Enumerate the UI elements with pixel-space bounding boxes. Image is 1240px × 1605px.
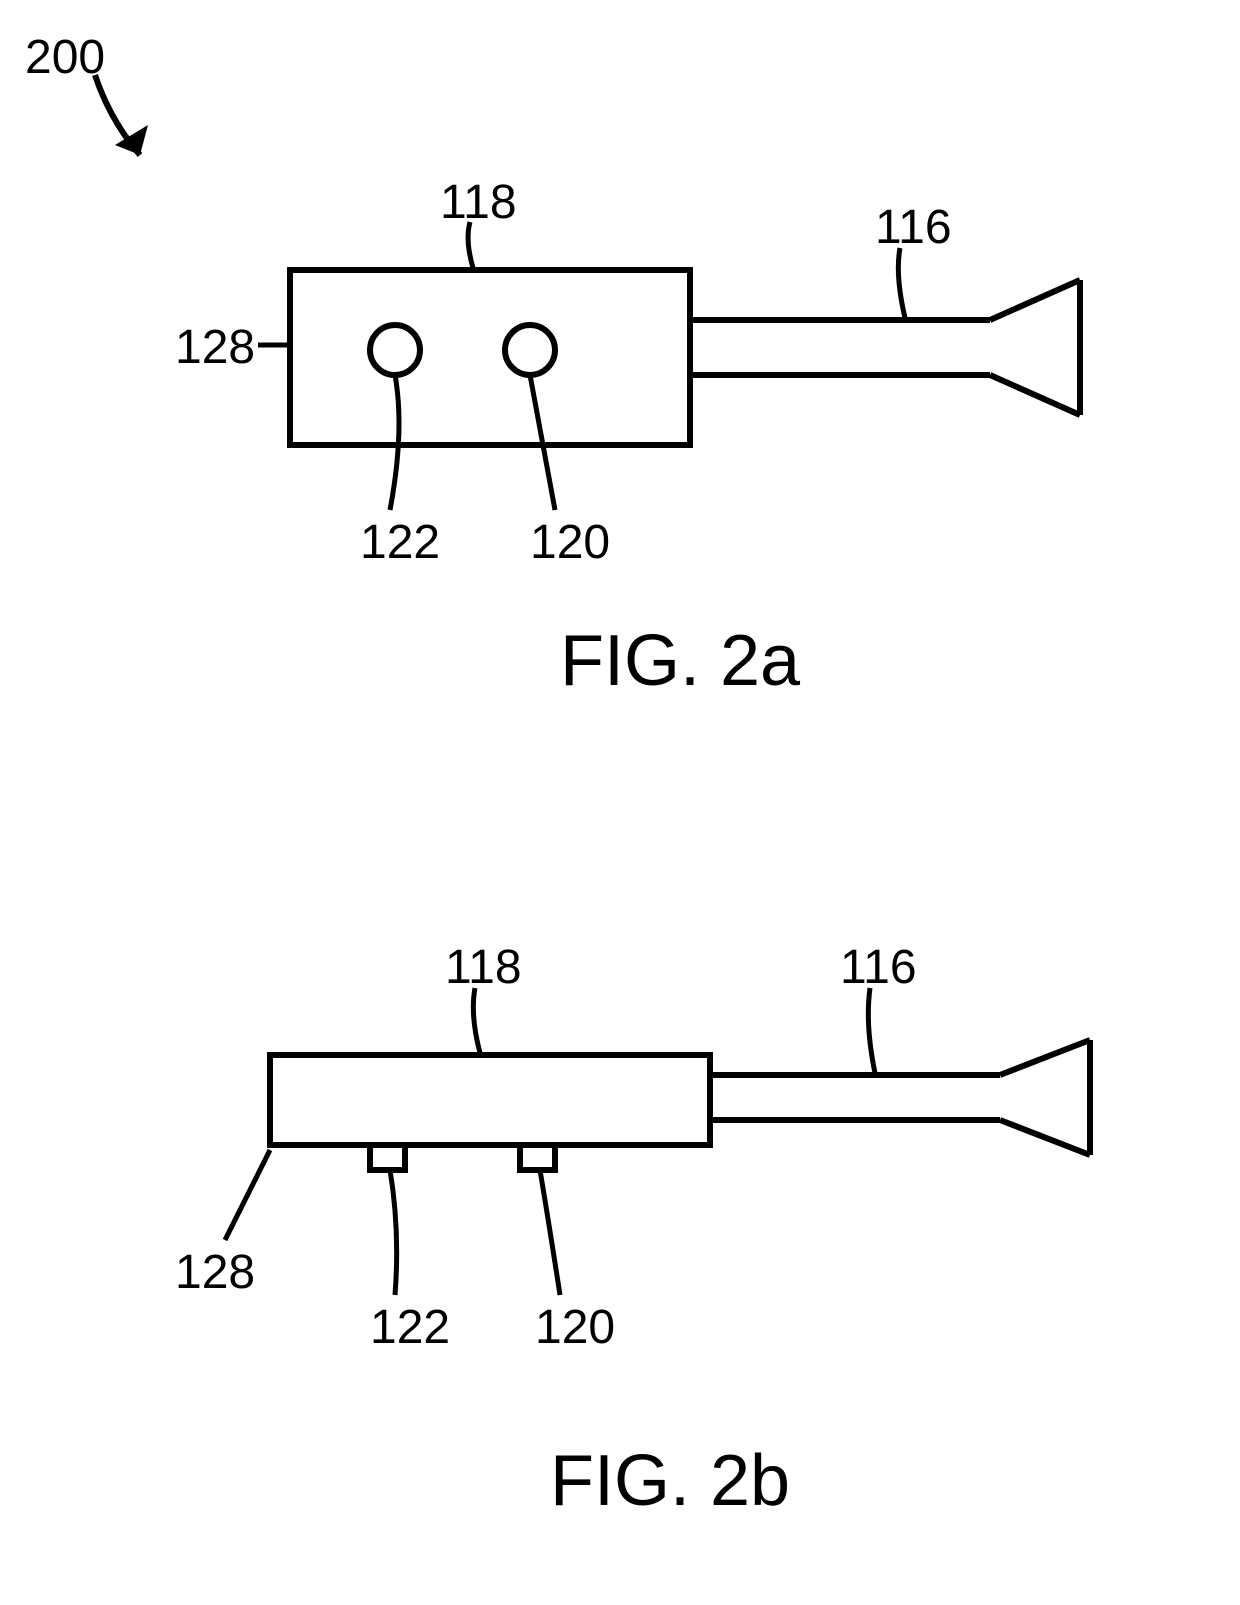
label-200: 200: [25, 30, 105, 85]
fig2a-funnel-bot: [990, 375, 1080, 415]
label-120a: 120: [530, 515, 610, 570]
label-128a: 128: [175, 320, 255, 375]
fig2b-stub-120: [520, 1145, 555, 1170]
lead-118b: [473, 988, 480, 1053]
lead-120b: [540, 1170, 560, 1295]
fig2a-circle-122: [370, 325, 420, 375]
caption-2b: FIG. 2b: [550, 1440, 790, 1522]
label-118b: 118: [445, 940, 522, 995]
label-120b: 120: [535, 1300, 615, 1355]
patent-diagram: 200 118 116 128 122 120 FIG. 2a 118 116 …: [0, 0, 1240, 1605]
fig2a-funnel-top: [990, 280, 1080, 320]
label-122b: 122: [370, 1300, 450, 1355]
lead-116b: [868, 988, 875, 1073]
label-122a: 122: [360, 515, 440, 570]
lead-122b: [390, 1170, 397, 1295]
diagram-svg: [0, 0, 1240, 1605]
label-116a: 116: [875, 200, 952, 255]
label-116b: 116: [840, 940, 917, 995]
fig2b-funnel-top: [1000, 1040, 1090, 1075]
label-128b: 128: [175, 1245, 255, 1300]
caption-2a: FIG. 2a: [560, 620, 800, 702]
label-118a: 118: [440, 175, 517, 230]
fig2b-body: [270, 1055, 710, 1145]
fig2b-stub-122: [370, 1145, 405, 1170]
fig2a-body: [290, 270, 690, 445]
fig2b-funnel-bot: [1000, 1120, 1090, 1155]
fig2a-circle-120: [505, 325, 555, 375]
lead-128b: [225, 1150, 270, 1240]
lead-116a: [898, 248, 905, 318]
